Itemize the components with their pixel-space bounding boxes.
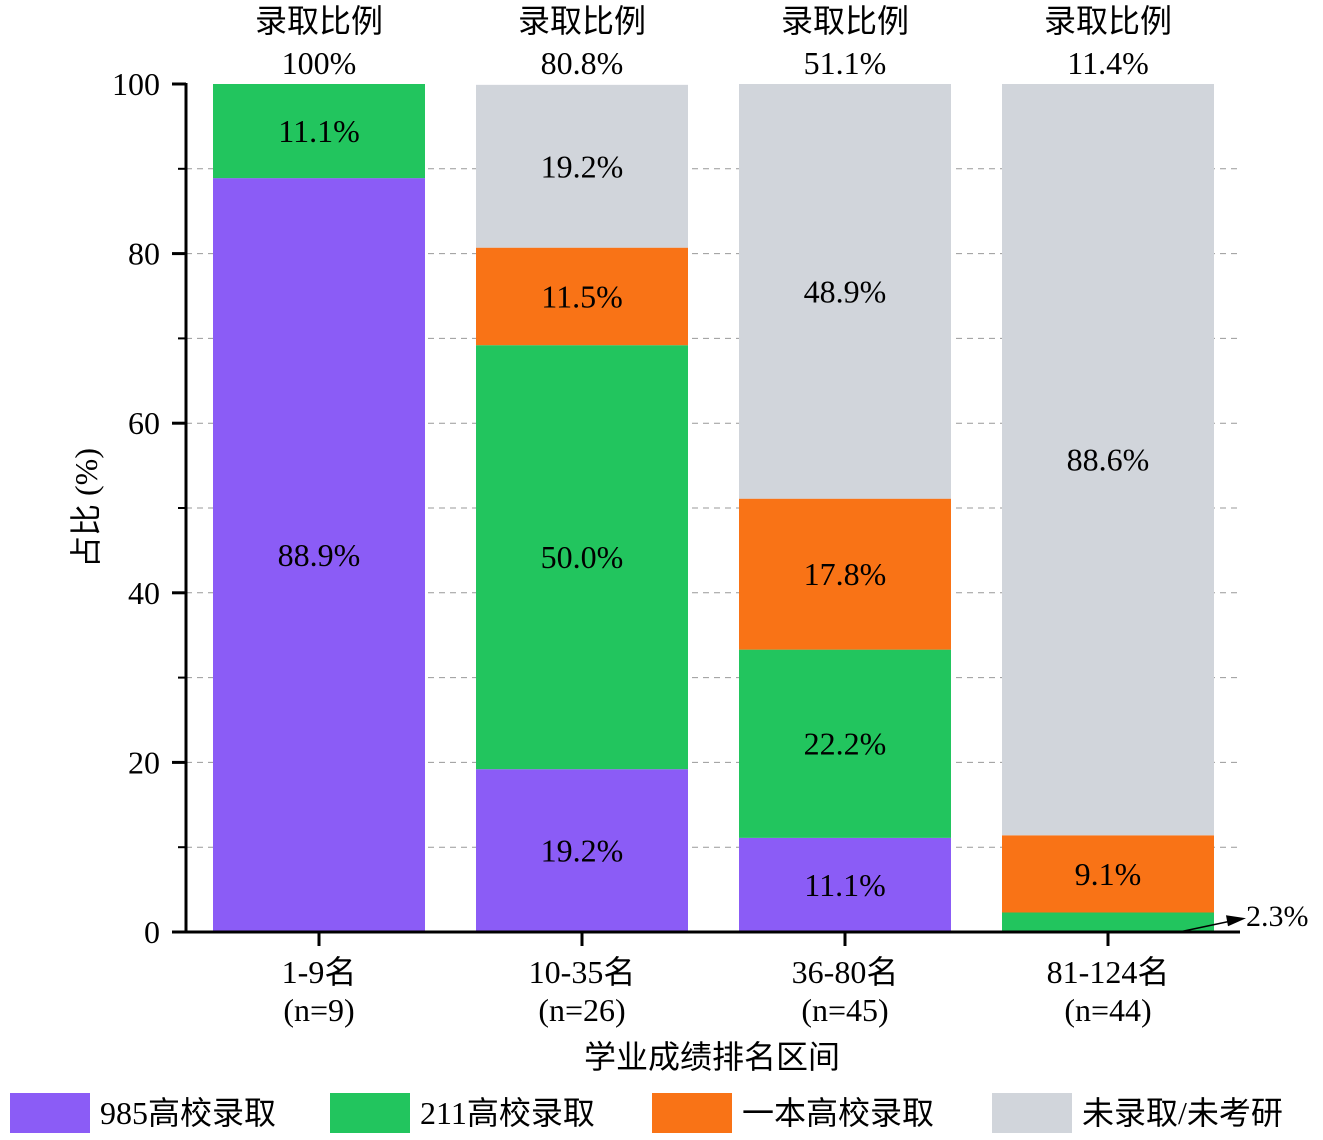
legend-label: 未录取/未考研 <box>1082 1095 1283 1131</box>
data-label: 11.1% <box>278 113 359 149</box>
y-tick-label: 100 <box>112 66 160 102</box>
admission-rate: 11.4% <box>1067 45 1148 81</box>
admission-rate: 51.1% <box>804 45 887 81</box>
data-label: 11.5% <box>541 278 622 314</box>
y-tick-label: 60 <box>128 405 160 441</box>
x-tick-label: 81-124名 <box>1047 954 1170 990</box>
bar-segment <box>739 84 951 499</box>
bar-segment <box>213 178 425 933</box>
y-tick-label: 80 <box>128 236 160 272</box>
admission-title: 录取比例 <box>255 3 383 39</box>
labels: 88.9% 11.1% 录取比例 100% 19.2% 50.0% 11.5% 19.2% 录取… <box>255 3 1309 933</box>
bar-segment <box>476 769 688 932</box>
axes: 0204060801001-9名(n=9)10-35名(n=26)36-80名(… <box>112 66 1240 1028</box>
legend-swatch <box>652 1093 732 1133</box>
admission-title: 录取比例 <box>1044 3 1172 39</box>
y-tick-label: 20 <box>128 744 160 780</box>
data-label: 17.8% <box>804 556 887 592</box>
admission-rate: 80.8% <box>541 45 624 81</box>
data-label: 19.2% <box>541 833 624 869</box>
bar-segment <box>739 649 951 838</box>
data-label: 48.9% <box>804 273 887 309</box>
bar-segment <box>213 84 425 179</box>
arrow-head-icon <box>1226 915 1246 927</box>
bar-segment <box>739 498 951 650</box>
bar-segment <box>1002 912 1214 932</box>
admission-title: 录取比例 <box>518 3 646 39</box>
admission-rate: 100% <box>282 45 357 81</box>
data-label: 22.2% <box>804 726 887 762</box>
data-label: 88.9% <box>278 537 361 573</box>
legend: 985高校录取 211高校录取 一本高校录取 未录取/未考研 <box>10 1093 1283 1133</box>
bar-segment <box>476 84 688 248</box>
bars <box>213 84 1214 933</box>
legend-label: 985高校录取 <box>100 1095 276 1131</box>
x-tick-n: (n=9) <box>283 992 354 1028</box>
legend-swatch <box>10 1093 90 1133</box>
data-label: 9.1% <box>1075 856 1142 892</box>
data-label: 50.0% <box>541 539 624 575</box>
x-tick-label: 1-9名 <box>282 954 357 990</box>
admission-title: 录取比例 <box>781 3 909 39</box>
x-tick-label: 10-35名 <box>529 954 636 990</box>
bar-segment <box>476 345 688 770</box>
x-tick-n: (n=26) <box>538 992 625 1028</box>
bar-segment <box>476 247 688 346</box>
legend-swatch <box>992 1093 1072 1133</box>
annotation-arrow <box>1177 920 1231 933</box>
y-tick-label: 0 <box>144 914 160 950</box>
legend-swatch <box>330 1093 410 1133</box>
x-tick-n: (n=45) <box>801 992 888 1028</box>
legend-label: 一本高校录取 <box>742 1095 934 1131</box>
legend-label: 211高校录取 <box>420 1095 595 1131</box>
x-axis-label: 学业成绩排名区间 <box>584 1039 840 1075</box>
bar-segment <box>1002 84 1214 836</box>
y-tick-label: 40 <box>128 575 160 611</box>
bar-segment <box>1002 835 1214 913</box>
data-label: 19.2% <box>541 148 624 184</box>
data-label: 2.3% <box>1246 900 1309 933</box>
y-axis-label: 占比 (%) <box>68 448 104 568</box>
data-label: 88.6% <box>1067 442 1150 478</box>
x-tick-label: 36-80名 <box>792 954 899 990</box>
x-tick-n: (n=44) <box>1064 992 1151 1028</box>
data-label: 11.1% <box>804 867 885 903</box>
bar-segment <box>739 837 951 932</box>
